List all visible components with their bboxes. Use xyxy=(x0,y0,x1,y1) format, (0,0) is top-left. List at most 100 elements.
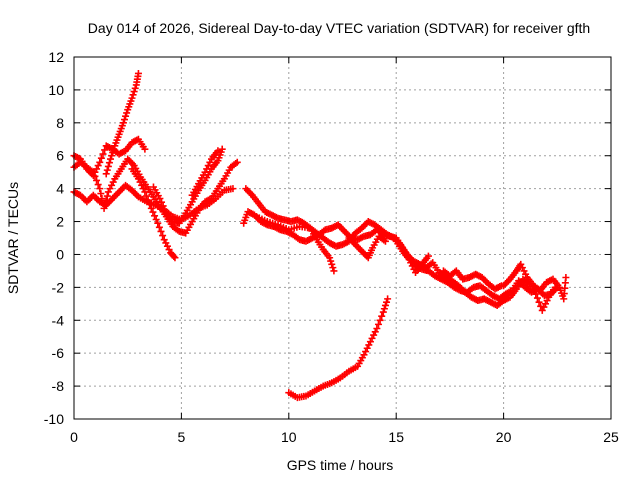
data-point xyxy=(96,185,104,193)
data-point xyxy=(102,170,110,178)
series-arc-7 xyxy=(188,147,222,199)
data-point xyxy=(156,195,164,203)
data-point xyxy=(160,236,168,244)
data-point xyxy=(370,331,378,339)
data-point xyxy=(144,196,152,204)
x-axis-label: GPS time / hours xyxy=(287,457,394,473)
data-point xyxy=(122,112,130,120)
data-point xyxy=(102,196,110,204)
data-point xyxy=(374,320,382,328)
data-point xyxy=(365,341,373,349)
data-points xyxy=(70,69,570,402)
data-point xyxy=(371,328,379,336)
data-point xyxy=(330,267,338,275)
x-tick-label: 5 xyxy=(178,429,186,445)
data-point xyxy=(93,176,101,184)
data-point xyxy=(99,150,107,158)
data-point xyxy=(380,305,388,313)
y-tick-label: 6 xyxy=(56,148,64,164)
series-arc-3 xyxy=(70,135,149,179)
data-point xyxy=(362,348,370,356)
y-tick-label: -6 xyxy=(52,345,65,361)
data-point xyxy=(146,200,154,208)
data-point xyxy=(120,116,128,124)
data-point xyxy=(562,273,570,281)
data-point xyxy=(100,204,108,212)
data-point xyxy=(161,206,169,214)
data-point xyxy=(108,181,116,189)
y-tick-label: 4 xyxy=(56,181,64,197)
data-point xyxy=(383,298,391,306)
data-point xyxy=(384,295,392,303)
data-point xyxy=(104,188,112,196)
data-point xyxy=(159,202,167,210)
data-point xyxy=(538,306,546,314)
data-point xyxy=(366,338,374,346)
x-tick-label: 10 xyxy=(281,429,297,445)
y-tick-label: 12 xyxy=(48,49,64,65)
data-point xyxy=(131,84,139,92)
data-point xyxy=(142,192,150,200)
data-point xyxy=(106,185,114,193)
data-point xyxy=(119,119,127,127)
data-point xyxy=(157,227,165,235)
data-point xyxy=(97,154,105,162)
data-point xyxy=(326,254,334,262)
series-arc-14 xyxy=(500,260,570,303)
data-point xyxy=(134,69,142,77)
data-point xyxy=(379,308,387,316)
data-point xyxy=(170,253,178,261)
data-point xyxy=(233,158,241,166)
y-tick-label: -10 xyxy=(44,411,64,427)
data-point xyxy=(537,302,545,310)
data-point xyxy=(329,264,337,272)
data-point xyxy=(159,232,167,240)
data-point xyxy=(108,152,116,160)
data-point xyxy=(218,145,226,153)
y-tick-label: -2 xyxy=(52,279,65,295)
data-point xyxy=(151,212,159,220)
y-tick-label: 0 xyxy=(56,246,64,262)
data-point xyxy=(130,88,138,96)
data-point xyxy=(171,254,179,262)
data-point xyxy=(103,166,111,174)
series-arc-10 xyxy=(253,213,338,275)
y-tick-label: 8 xyxy=(56,115,64,131)
data-point xyxy=(141,188,149,196)
data-point xyxy=(109,148,117,156)
data-point xyxy=(381,301,389,309)
data-point xyxy=(162,239,170,247)
data-point xyxy=(97,190,105,198)
data-point xyxy=(155,223,163,231)
data-point xyxy=(101,146,109,154)
y-axis-label: SDTVAR / TECUs xyxy=(5,182,21,294)
data-point xyxy=(363,344,371,352)
series-arc-15 xyxy=(285,295,392,402)
data-point xyxy=(129,91,137,99)
data-point xyxy=(107,155,115,163)
data-point xyxy=(381,237,389,245)
data-point xyxy=(147,204,155,212)
data-point xyxy=(163,242,171,250)
series-arc-4 xyxy=(102,69,142,178)
data-point xyxy=(98,195,106,203)
data-point xyxy=(158,198,166,206)
series-arc-13 xyxy=(439,267,505,293)
data-point xyxy=(110,145,118,153)
data-point xyxy=(520,267,528,275)
data-point xyxy=(328,260,336,268)
x-tick-label: 20 xyxy=(496,429,512,445)
x-tick-label: 15 xyxy=(388,429,404,445)
series-arc-5 xyxy=(128,165,179,262)
data-point xyxy=(123,109,131,117)
data-point xyxy=(535,298,543,306)
data-point xyxy=(154,219,162,227)
data-point xyxy=(373,325,381,332)
data-point xyxy=(152,215,160,223)
data-point xyxy=(327,257,335,265)
data-point xyxy=(94,181,102,189)
y-tick-label: 10 xyxy=(48,82,64,98)
data-point xyxy=(376,316,384,324)
series-arc-12 xyxy=(392,237,432,277)
